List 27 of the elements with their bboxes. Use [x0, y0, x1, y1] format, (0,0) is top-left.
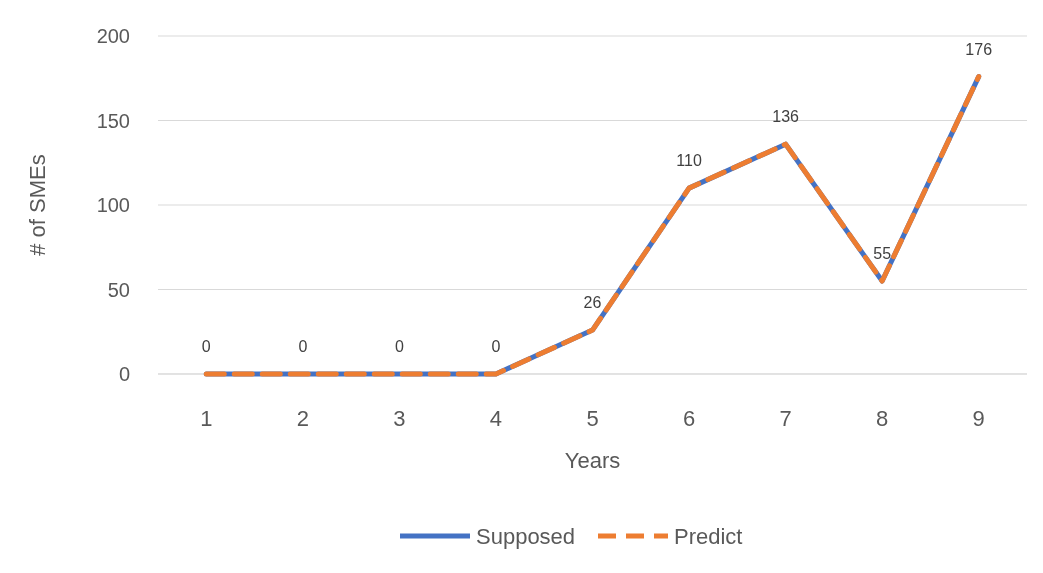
y-tick-label: 0	[118, 363, 130, 385]
data-label: 176	[965, 40, 993, 58]
x-tick-label: 3	[393, 406, 406, 431]
legend-label: Supposed	[476, 523, 576, 549]
x-tick-label: 7	[779, 406, 792, 431]
data-label: 0	[201, 338, 211, 355]
y-tick-label: 50	[107, 278, 130, 301]
x-tick-label: 6	[682, 406, 696, 431]
legend-label: Predict	[674, 523, 743, 549]
data-label: 0	[394, 338, 404, 355]
y-axis-title: # of SMEs	[25, 154, 50, 256]
x-tick-label: 4	[489, 406, 503, 431]
y-tick-label: 100	[96, 194, 130, 216]
data-label: 136	[772, 108, 800, 126]
y-tick-label: 150	[96, 109, 130, 132]
data-label: 110	[676, 152, 702, 170]
x-tick-label: 5	[586, 406, 599, 431]
x-tick-label: 8	[876, 406, 889, 431]
x-axis-title: Years	[564, 448, 621, 473]
data-label: 26	[583, 294, 602, 312]
x-tick-label: 2	[296, 406, 309, 431]
data-label: 0	[491, 338, 501, 355]
x-tick-label: 1	[200, 406, 213, 431]
data-label: 55	[873, 245, 892, 263]
y-tick-label: 200	[96, 25, 130, 47]
data-label: 0	[298, 338, 308, 355]
x-tick-label: 9	[972, 406, 985, 431]
